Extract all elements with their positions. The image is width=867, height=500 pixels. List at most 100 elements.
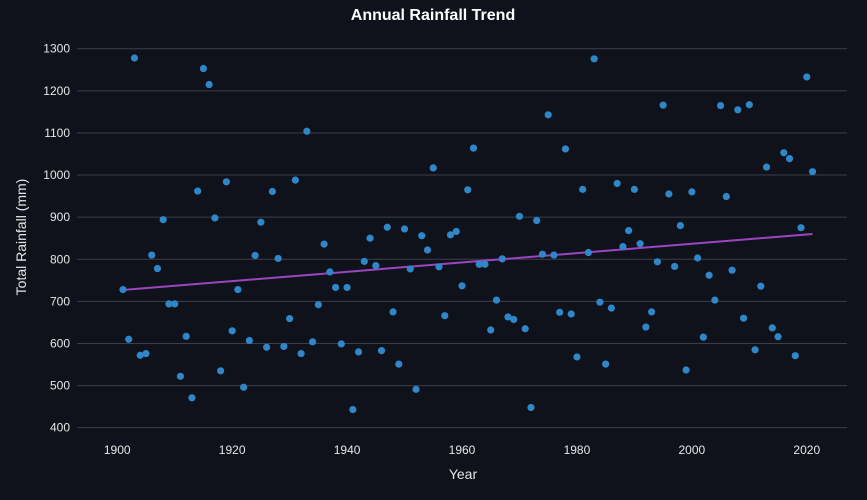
data-point xyxy=(297,349,305,358)
x-axis-label: Year xyxy=(449,466,478,482)
data-point xyxy=(171,300,179,308)
data-point xyxy=(314,301,322,309)
data-point xyxy=(280,342,288,351)
trend-line xyxy=(122,233,813,291)
data-point xyxy=(728,266,736,274)
data-point xyxy=(510,315,518,324)
data-point xyxy=(573,353,581,361)
data-point xyxy=(222,178,231,186)
data-point xyxy=(538,250,547,258)
y-tick-label: 400 xyxy=(50,421,70,435)
data-point xyxy=(791,352,799,360)
data-point xyxy=(211,214,219,222)
data-points xyxy=(119,54,817,414)
data-point xyxy=(188,394,196,402)
y-tick-label: 700 xyxy=(50,294,70,308)
data-point xyxy=(429,164,437,172)
data-point xyxy=(331,283,340,292)
data-point xyxy=(757,282,765,290)
data-point xyxy=(521,325,529,333)
data-point xyxy=(630,185,638,193)
y-tick-label: 1200 xyxy=(43,84,70,98)
data-point xyxy=(228,327,236,335)
data-point xyxy=(464,186,472,194)
y-tick-labels: 400 500 600 700 800 900 1000 1100 1200 1300 xyxy=(43,42,70,435)
data-point xyxy=(458,282,466,290)
data-point xyxy=(182,332,190,340)
data-point xyxy=(803,73,811,81)
data-point xyxy=(354,348,363,356)
data-point xyxy=(383,223,391,231)
x-tick-label: 1920 xyxy=(219,443,246,457)
data-point xyxy=(153,264,162,273)
chart-title: Annual Rainfall Trend xyxy=(351,7,515,24)
data-point xyxy=(337,340,345,348)
data-point xyxy=(602,360,610,368)
data-point xyxy=(130,54,139,62)
data-point xyxy=(579,185,587,193)
data-point xyxy=(418,232,426,240)
data-point xyxy=(176,372,185,380)
data-point xyxy=(377,347,386,355)
data-point xyxy=(762,163,771,171)
data-point xyxy=(590,55,598,63)
data-point xyxy=(487,326,495,334)
data-point xyxy=(693,254,702,262)
y-tick-label: 800 xyxy=(50,252,70,266)
data-point xyxy=(716,101,725,110)
data-point xyxy=(446,231,455,239)
data-point xyxy=(808,168,817,176)
data-point xyxy=(642,323,650,331)
data-point xyxy=(142,349,150,358)
data-point xyxy=(263,343,271,351)
x-tick-label: 2020 xyxy=(793,443,820,457)
data-point xyxy=(745,101,753,109)
data-point xyxy=(194,187,202,195)
data-point xyxy=(240,383,248,391)
data-point xyxy=(291,176,299,184)
data-point xyxy=(682,366,690,374)
x-tick-label: 1980 xyxy=(564,443,591,457)
data-point xyxy=(785,155,794,163)
data-point xyxy=(441,312,449,320)
data-point xyxy=(148,251,156,259)
data-point xyxy=(768,324,776,332)
data-point xyxy=(469,144,478,152)
data-point xyxy=(751,346,759,354)
data-point xyxy=(797,224,805,232)
data-point xyxy=(711,296,719,304)
data-point xyxy=(688,188,696,196)
y-tick-label: 1000 xyxy=(43,168,70,182)
data-point xyxy=(596,298,604,306)
data-point xyxy=(527,403,535,412)
data-point xyxy=(780,149,788,157)
data-point xyxy=(619,243,627,251)
data-point xyxy=(705,271,713,279)
y-tick-label: 900 xyxy=(50,210,70,224)
data-point xyxy=(498,255,506,263)
data-point xyxy=(308,338,317,346)
data-point xyxy=(251,251,259,260)
data-point xyxy=(533,216,541,225)
data-point xyxy=(481,260,489,268)
x-tick-label: 2000 xyxy=(678,443,705,457)
data-point xyxy=(676,221,684,230)
data-point xyxy=(389,308,397,316)
data-point xyxy=(286,315,294,323)
data-point xyxy=(561,145,570,153)
data-point xyxy=(165,300,173,308)
trend-line-layer xyxy=(122,233,813,291)
data-point xyxy=(199,64,208,73)
data-point xyxy=(452,227,460,236)
data-point xyxy=(125,335,133,343)
data-point xyxy=(607,304,616,312)
data-point xyxy=(739,314,748,322)
data-point xyxy=(303,127,311,135)
data-point xyxy=(567,310,575,318)
data-point xyxy=(475,260,483,268)
grid-lines xyxy=(77,48,847,429)
data-point xyxy=(699,333,707,341)
data-point xyxy=(653,258,661,266)
